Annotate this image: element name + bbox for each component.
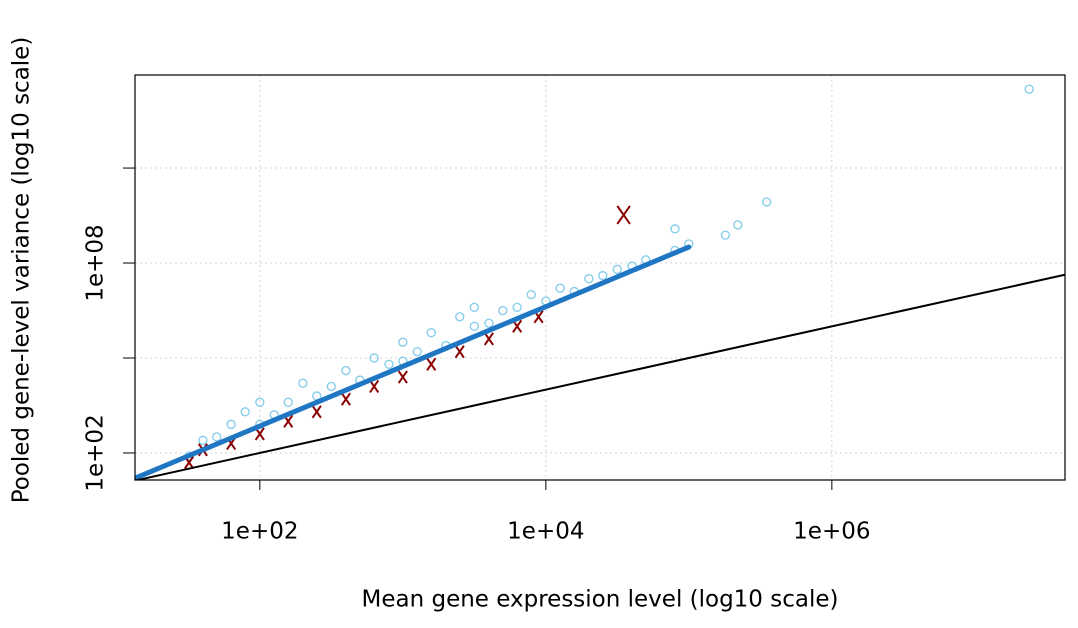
cross-point (483, 332, 494, 346)
cross-point (369, 379, 380, 394)
point (384, 359, 394, 370)
y-axis-label: Pooled gene-level variance (log10 scale) (9, 37, 35, 504)
point (426, 327, 436, 338)
point (226, 419, 236, 430)
point (1024, 84, 1034, 94)
axes: 1e+02 1e+04 1e+06 1e+02 1e+08 (83, 167, 871, 545)
point (455, 312, 465, 322)
point (469, 302, 479, 312)
point (398, 337, 408, 347)
trend-line (135, 273, 1065, 480)
point (240, 407, 250, 417)
point (283, 397, 293, 407)
point (469, 321, 479, 332)
point (584, 273, 594, 284)
point (369, 353, 379, 363)
cross-point (616, 205, 631, 225)
x-axis-label: Mean gene expression level (log10 scale) (362, 587, 839, 613)
point (326, 381, 336, 392)
x-tick-label: 1e+06 (793, 519, 870, 545)
x-tick-label: 1e+02 (221, 519, 298, 545)
point (412, 347, 422, 357)
cross-point (340, 392, 351, 406)
point (484, 318, 494, 328)
point (298, 378, 308, 388)
grid (135, 75, 1065, 480)
point (198, 435, 208, 446)
point (255, 397, 265, 407)
point (512, 302, 522, 312)
point (341, 365, 351, 376)
cross-point (454, 345, 465, 359)
trend-line (135, 244, 692, 480)
point (212, 432, 222, 442)
cross-point (397, 370, 408, 384)
point (720, 230, 731, 240)
x-tick-label: 1e+04 (507, 519, 584, 545)
y-tick-label: 1e+02 (83, 414, 109, 491)
point (670, 224, 680, 234)
y-tick-label: 1e+08 (83, 224, 109, 301)
plot-frame (134, 74, 1066, 481)
point (733, 220, 743, 230)
point (612, 264, 622, 275)
plot-area (135, 84, 1065, 480)
point (526, 289, 536, 300)
point (498, 305, 508, 316)
cross-point (426, 357, 437, 371)
point (555, 283, 565, 293)
cross-point (311, 405, 322, 419)
point (761, 197, 772, 207)
point (598, 270, 608, 281)
